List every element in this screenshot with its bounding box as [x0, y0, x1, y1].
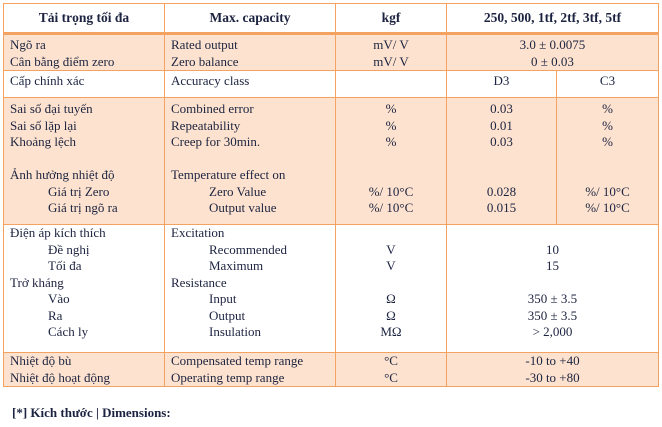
- unit: Ω: [386, 291, 396, 306]
- label-vi: Giá trị ngõ ra: [48, 200, 118, 215]
- value: > 2,000: [532, 324, 573, 339]
- value-d3: [447, 151, 556, 168]
- label-en: Maximum: [209, 258, 264, 273]
- value: 350 ± 3.5: [527, 307, 578, 323]
- label-en: Rated output: [171, 37, 238, 52]
- label-vi: Ra: [48, 307, 63, 323]
- value: 0 ± 0.03: [531, 53, 574, 69]
- label-en: Zero balance: [171, 53, 239, 69]
- unit: mV/ V: [373, 53, 409, 69]
- value-d3: 0.01: [490, 117, 513, 133]
- label-en: Operating temp range: [171, 369, 285, 385]
- label-vi: Trở kháng: [10, 274, 64, 290]
- value-d3: 0.028: [486, 183, 517, 199]
- label-vi: Cấp chính xác: [10, 73, 85, 88]
- table-header: Tải trọng tối đa Max. capacity kgf 250, …: [3, 3, 659, 35]
- value: -30 to +80: [525, 369, 580, 385]
- label-en: Excitation: [171, 225, 225, 240]
- label-vi: Ngõ ra: [10, 37, 46, 52]
- unit: [336, 151, 446, 168]
- value: -10 to +40: [525, 353, 580, 368]
- label-en: Input: [209, 291, 237, 306]
- value-c3: %/ 10°C: [585, 183, 630, 199]
- label-en: Accuracy class: [171, 73, 250, 88]
- unit: °C: [384, 353, 398, 368]
- value: 10: [546, 241, 559, 257]
- unit: °C: [384, 369, 398, 385]
- label-vi: Nhiệt độ hoạt động: [10, 369, 111, 385]
- unit: %: [385, 117, 397, 133]
- label-en: Output value: [209, 200, 277, 215]
- spec-table: Tải trọng tối đa Max. capacity kgf 250, …: [3, 3, 659, 387]
- label-en: Compensated temp range: [171, 353, 304, 368]
- value-c3: %: [602, 101, 613, 116]
- header-cell: kgf: [335, 3, 447, 35]
- header-cell: Tải trọng tối đa: [3, 3, 165, 35]
- dimensions-heading: [*] Kích thước | Dimensions:: [12, 405, 171, 420]
- unit: Ω: [386, 307, 396, 323]
- unit: MΩ: [380, 324, 402, 339]
- label-vi: Giá trị Zero: [48, 183, 110, 199]
- unit: [336, 167, 446, 184]
- value-c3: %: [602, 134, 613, 149]
- header-cell: 250, 500, 1tf, 2tf, 3tf, 5tf: [446, 3, 659, 35]
- table-row: Sai số đại tuyến Sai số lặp lại Khoảng lệc…: [3, 97, 659, 225]
- label-vi: Sai số đại tuyến: [10, 101, 93, 116]
- value: 3.0 ± 0.0075: [519, 37, 586, 52]
- value-c3: %/ 10°C: [585, 200, 630, 215]
- label-vi: Khoảng lệch: [10, 134, 77, 149]
- unit: %: [385, 134, 397, 149]
- table-row: Ngõ ra Cân bằng điểm zero Rated output Zer…: [3, 33, 659, 71]
- label-vi: Ảnh hưởng nhiệt độ: [10, 167, 115, 182]
- unit: mV/ V: [373, 37, 409, 52]
- label-vi: Điện áp kích thích: [10, 225, 106, 240]
- value: 350 ± 3.5: [527, 291, 578, 306]
- label-en: Recommended: [209, 241, 287, 257]
- label-en: Creep for 30min.: [171, 134, 261, 149]
- value-c3: %: [602, 117, 613, 133]
- label-en: [171, 151, 335, 168]
- unit: %/ 10°C: [368, 200, 414, 215]
- label-en: Insulation: [209, 324, 261, 339]
- unit: [336, 275, 446, 292]
- label-en: Output: [209, 307, 246, 323]
- unit: V: [386, 241, 396, 257]
- unit: V: [386, 258, 396, 273]
- value-c3: [557, 167, 658, 184]
- label-vi: Sai số lặp lại: [10, 117, 77, 133]
- class-c3: C3: [599, 73, 616, 88]
- label-en: Resistance: [171, 274, 227, 290]
- value: 15: [546, 258, 559, 273]
- value: [447, 225, 658, 242]
- label-en: Temperature effect on: [171, 167, 286, 182]
- unit: %/ 10°C: [368, 183, 414, 199]
- table-row: Cấp chính xác Accuracy class D3 C3: [3, 70, 659, 98]
- unit: %: [385, 101, 397, 116]
- label-en: Combined error: [171, 101, 254, 116]
- label-vi: Nhiệt độ bù: [10, 353, 72, 368]
- label-en: Zero Value: [209, 183, 267, 199]
- label-vi: Cách ly: [48, 324, 89, 339]
- table-row: Điện áp kích thích Đề nghị Tối đa Trở kháng…: [3, 224, 659, 353]
- table-row: Nhiệt độ bù Nhiệt độ hoạt động Compensate…: [3, 352, 659, 387]
- label-vi: Tối đa: [48, 258, 82, 273]
- label-vi: Vào: [48, 291, 70, 306]
- value-c3: [557, 151, 658, 168]
- value-d3: 0.015: [486, 200, 517, 215]
- value-d3: 0.03: [490, 101, 513, 116]
- value-d3: [447, 167, 556, 184]
- label-en: Repeatability: [171, 117, 241, 133]
- value: [447, 275, 658, 292]
- class-d3: D3: [493, 73, 510, 88]
- label-vi: [10, 151, 164, 168]
- header-cell: Max. capacity: [164, 3, 336, 35]
- value-d3: 0.03: [490, 134, 513, 149]
- label-vi: Đề nghị: [48, 241, 90, 257]
- label-vi: Cân bằng điểm zero: [10, 53, 115, 69]
- unit: [336, 225, 446, 242]
